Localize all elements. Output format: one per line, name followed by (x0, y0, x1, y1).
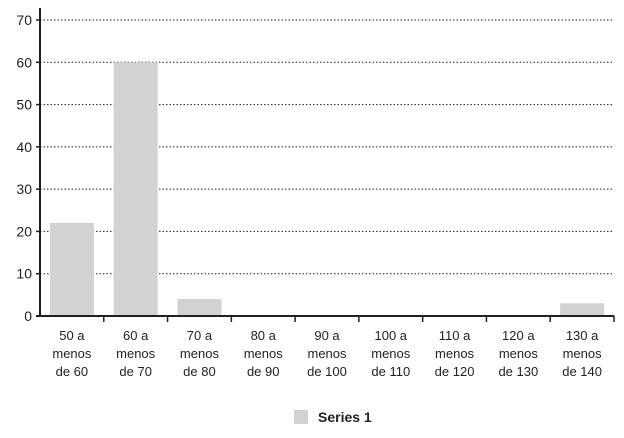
x-tick-label: menos (435, 346, 475, 361)
y-tick-label: 50 (16, 97, 32, 113)
x-tick-label: menos (307, 346, 347, 361)
x-tick-label: menos (244, 346, 284, 361)
x-tick-label: 50 a (59, 328, 85, 343)
x-tick-label: de 110 (371, 364, 410, 379)
x-tick-label: de 70 (119, 364, 152, 379)
x-tick-label: de 130 (498, 364, 538, 379)
x-axis-tick-labels: 50 a menos de 60 60 a menos de 70 70 a menos de … (52, 328, 602, 379)
x-tick-label: menos (499, 346, 539, 361)
x-tick-label: de 80 (183, 364, 216, 379)
x-tick-label: 110 a (439, 328, 471, 343)
y-tick-label: 10 (16, 266, 32, 282)
y-tick-label: 20 (16, 223, 32, 239)
bar (177, 299, 222, 316)
bar (113, 62, 158, 317)
x-tick-label: de 60 (56, 364, 89, 379)
x-tick-label: de 100 (307, 364, 347, 379)
x-tick-label: menos (116, 346, 156, 361)
y-tick-label: 40 (16, 139, 32, 155)
x-tick-label: 120 a (502, 328, 535, 343)
y-tick-label: 70 (16, 12, 32, 28)
x-tick-label: 130 a (566, 328, 599, 343)
x-tick-label: de 140 (562, 364, 602, 379)
bars (49, 62, 605, 317)
x-tick-label: 60 a (123, 328, 149, 343)
x-tick-label: de 120 (435, 364, 475, 379)
y-axis-tick-labels: 0 10 20 30 40 50 60 70 (16, 12, 32, 324)
x-tick-label: menos (371, 346, 411, 361)
y-tick-label: 0 (24, 308, 32, 324)
x-tick-label: 80 a (251, 328, 277, 343)
x-tick-label: 100 a (375, 328, 408, 343)
bar (49, 222, 94, 316)
x-tick-label: menos (563, 346, 603, 361)
x-tick-label: de 90 (247, 364, 280, 379)
legend-label: Series 1 (318, 409, 372, 425)
x-tick-label: 90 a (314, 328, 340, 343)
x-tick-label: menos (180, 346, 220, 361)
bar (560, 303, 605, 316)
legend-swatch (294, 410, 308, 424)
x-tick-label: 70 a (187, 328, 213, 343)
x-tick-label: menos (52, 346, 92, 361)
y-tick-label: 30 (16, 181, 32, 197)
legend: Series 1 (294, 409, 372, 425)
axes (36, 8, 615, 322)
y-tick-label: 60 (16, 54, 32, 70)
